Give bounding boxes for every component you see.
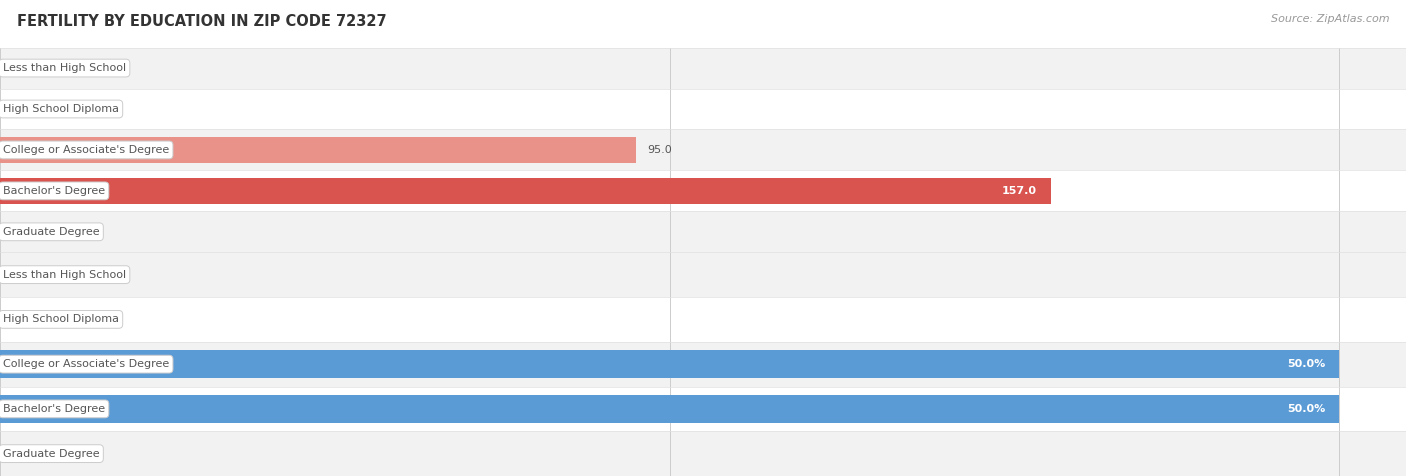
Bar bbox=[0, 431, 1406, 476]
Text: 50.0%: 50.0% bbox=[1286, 404, 1324, 414]
Bar bbox=[0, 252, 1406, 297]
Text: 0.0: 0.0 bbox=[11, 63, 30, 73]
Text: Source: ZipAtlas.com: Source: ZipAtlas.com bbox=[1271, 14, 1389, 24]
Bar bbox=[0, 387, 1406, 431]
Bar bbox=[0, 170, 1406, 211]
Text: 0.0: 0.0 bbox=[11, 104, 30, 114]
Bar bbox=[0, 211, 1406, 252]
Bar bbox=[0, 350, 1339, 378]
Bar bbox=[0, 395, 1339, 423]
Bar bbox=[0, 129, 1406, 170]
Text: College or Associate's Degree: College or Associate's Degree bbox=[3, 359, 169, 369]
Text: College or Associate's Degree: College or Associate's Degree bbox=[3, 145, 169, 155]
Text: Graduate Degree: Graduate Degree bbox=[3, 448, 100, 459]
Text: 0.0: 0.0 bbox=[11, 227, 30, 237]
Bar bbox=[0, 297, 1406, 342]
Text: Bachelor's Degree: Bachelor's Degree bbox=[3, 186, 105, 196]
Text: Less than High School: Less than High School bbox=[3, 269, 127, 280]
Text: FERTILITY BY EDUCATION IN ZIP CODE 72327: FERTILITY BY EDUCATION IN ZIP CODE 72327 bbox=[17, 14, 387, 30]
Bar bbox=[0, 137, 636, 163]
Text: Graduate Degree: Graduate Degree bbox=[3, 227, 100, 237]
Text: Less than High School: Less than High School bbox=[3, 63, 127, 73]
Text: Bachelor's Degree: Bachelor's Degree bbox=[3, 404, 105, 414]
Bar bbox=[0, 89, 1406, 129]
Text: 157.0: 157.0 bbox=[1002, 186, 1038, 196]
Text: High School Diploma: High School Diploma bbox=[3, 314, 120, 325]
Text: 0.0%: 0.0% bbox=[11, 269, 39, 280]
Bar bbox=[0, 342, 1406, 387]
Text: 50.0%: 50.0% bbox=[1286, 359, 1324, 369]
Text: 0.0%: 0.0% bbox=[11, 314, 39, 325]
Text: High School Diploma: High School Diploma bbox=[3, 104, 120, 114]
Bar bbox=[0, 48, 1406, 89]
Bar bbox=[0, 178, 1052, 204]
Text: 95.0: 95.0 bbox=[647, 145, 672, 155]
Text: 0.0%: 0.0% bbox=[11, 448, 39, 459]
